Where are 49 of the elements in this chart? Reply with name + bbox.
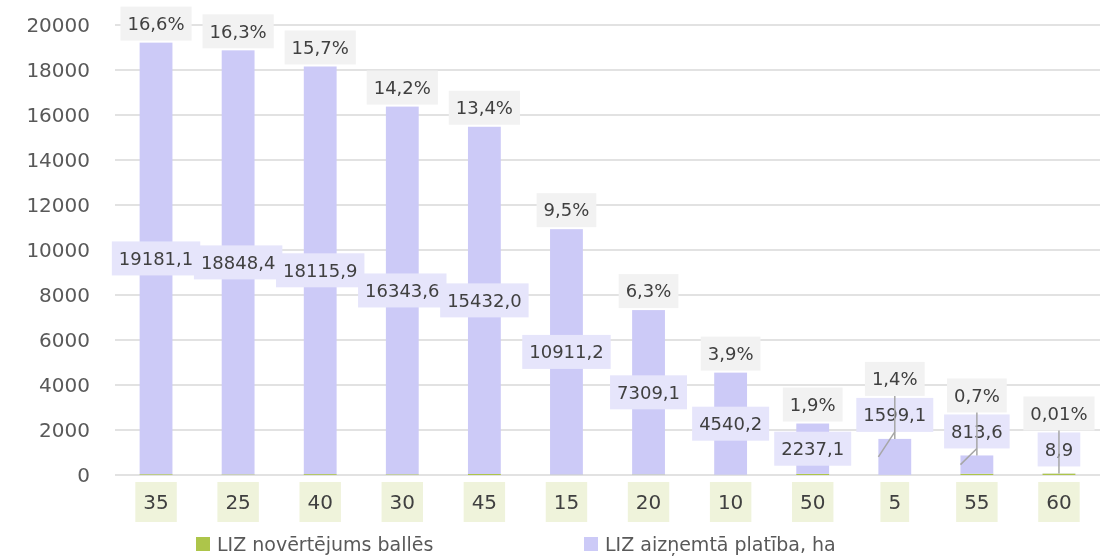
annotation: 15,7%	[291, 36, 349, 58]
y-tick-label: 16000	[26, 103, 90, 127]
annotation: 9,5%	[543, 199, 590, 221]
x-tick-label: 35	[143, 490, 169, 514]
legend-label: LIZ aizņemtā platība, ha	[605, 532, 836, 556]
data-label: 813,6	[951, 420, 1003, 442]
annotation: 6,3%	[625, 280, 672, 302]
y-tick-label: 4000	[39, 373, 90, 397]
y-tick-label: 2000	[39, 418, 90, 442]
x-tick-label: 10	[717, 490, 744, 514]
data-label: 16343,6	[365, 279, 440, 301]
annotation: 0,01%	[1030, 402, 1088, 424]
y-tick-label: 12000	[26, 193, 90, 217]
data-label: 19181,1	[118, 247, 194, 269]
x-tick-label: 20	[635, 490, 662, 514]
annotation: 1,9%	[789, 393, 836, 415]
x-tick-label: 5	[888, 490, 902, 514]
x-tick-label: 30	[389, 490, 416, 514]
annotation: 16,3%	[209, 20, 267, 42]
annotation: 1,4%	[871, 368, 918, 390]
data-label: 18848,4	[200, 251, 276, 273]
y-tick-label: 6000	[39, 328, 90, 352]
legend-label: LIZ novērtējums ballēs	[217, 532, 434, 555]
y-tick-label: 14000	[26, 148, 90, 172]
annotation: 16,6%	[127, 12, 185, 34]
x-tick-label: 40	[307, 490, 333, 514]
data-label: 4540,2	[699, 413, 763, 434]
x-tick-label: 25	[225, 490, 251, 514]
y-tick-label: 18000	[26, 58, 90, 82]
annotation: 13,4%	[455, 97, 513, 119]
data-label: 18115,9	[282, 259, 358, 281]
data-label: 7309,1	[617, 381, 681, 403]
x-tick-label: 60	[1046, 490, 1072, 514]
y-tick-label: 20000	[26, 13, 90, 37]
y-tick-label: 8000	[39, 283, 90, 307]
annotation: 14,2%	[373, 76, 431, 98]
x-tick-label: 45	[471, 490, 498, 514]
data-label: 2237,1	[781, 438, 845, 460]
y-tick-label: 10000	[26, 238, 90, 262]
x-tick-label: 15	[553, 490, 580, 514]
data-label: 1599,1	[863, 404, 927, 426]
data-label: 10911,2	[529, 341, 604, 363]
x-tick-label: 50	[799, 490, 826, 514]
y-tick-label: 0	[77, 463, 90, 487]
annotation: 3,9%	[707, 342, 754, 364]
annotation: 0,7%	[954, 384, 1000, 406]
x-tick-label: 55	[964, 490, 990, 514]
data-label: 8,9	[1044, 438, 1074, 460]
data-label: 15432,0	[447, 289, 522, 311]
